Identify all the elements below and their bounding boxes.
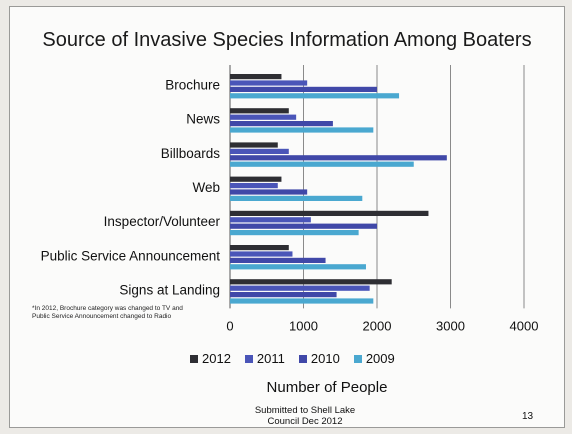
bar-2009-inspector-volunteer bbox=[230, 230, 359, 236]
bar-2012-news bbox=[230, 108, 289, 114]
bar-2010-billboards bbox=[230, 155, 447, 161]
bar-2010-web bbox=[230, 189, 308, 195]
category-label: Inspector/Volunteer bbox=[104, 214, 221, 229]
footer-line-1: Submitted to Shell Lake bbox=[254, 405, 356, 416]
bar-2011-web bbox=[230, 183, 278, 189]
legend-swatch bbox=[244, 354, 253, 363]
bar-2011-news bbox=[230, 114, 297, 120]
legend-swatch bbox=[298, 354, 307, 363]
legend-swatch bbox=[190, 354, 198, 363]
legend-item-2010: 2010 bbox=[298, 351, 340, 366]
category-label: Web bbox=[192, 180, 220, 195]
legend-item-2009: 2009 bbox=[353, 351, 395, 366]
legend-item-2011: 2011 bbox=[244, 351, 285, 366]
category-label: Brochure bbox=[165, 77, 220, 92]
category-label: News bbox=[186, 112, 220, 127]
bar-2010-brochure bbox=[230, 86, 377, 92]
x-tick-label: 2000 bbox=[363, 318, 392, 333]
category-label: Signs at Landing bbox=[119, 283, 220, 298]
bar-2012-inspector-volunteer bbox=[230, 210, 429, 216]
legend: 2012 2011 2010 2009 bbox=[190, 351, 395, 366]
footer-line-2: Council Dec 2012 bbox=[267, 416, 343, 427]
bar-2011-brochure bbox=[230, 80, 308, 86]
bar-2009-web bbox=[230, 195, 363, 201]
bar-2009-signs-at-landing bbox=[230, 298, 374, 304]
bar-2011-signs-at-landing bbox=[230, 285, 370, 291]
bar-2012-public-service-announcement bbox=[230, 245, 289, 251]
legend-label: 2009 bbox=[365, 351, 395, 366]
chart-title: Source of Invasive Species Information A… bbox=[42, 29, 532, 51]
bar-2012-brochure bbox=[230, 74, 282, 80]
legend-label: 2012 bbox=[202, 351, 231, 366]
x-axis-label: Number of People bbox=[266, 379, 388, 396]
bar-2010-public-service-announcement bbox=[230, 257, 326, 263]
bar-2012-web bbox=[230, 176, 282, 182]
bar-2010-signs-at-landing bbox=[230, 292, 337, 298]
legend-label: 2011 bbox=[256, 351, 285, 366]
bar-2009-brochure bbox=[230, 93, 400, 99]
bar-2011-billboards bbox=[230, 148, 289, 154]
slide: Source of Invasive Species Information A… bbox=[9, 6, 565, 428]
x-tick-label: 1000 bbox=[289, 318, 318, 333]
x-tick-label: 3000 bbox=[436, 318, 465, 333]
category-label: Public Service Announcement bbox=[41, 248, 221, 263]
x-tick-label: 0 bbox=[226, 318, 233, 333]
bar-2009-news bbox=[230, 127, 374, 133]
bar-2009-billboards bbox=[230, 161, 414, 167]
legend-label: 2010 bbox=[310, 351, 340, 366]
legend-item-2012: 2012 bbox=[190, 351, 231, 366]
bar-2010-news bbox=[230, 121, 333, 127]
footer-note: Submitted to Shell Lake Council Dec 2012 bbox=[210, 405, 400, 427]
bar-2010-inspector-volunteer bbox=[230, 223, 377, 229]
page-number: 13 bbox=[522, 411, 534, 422]
category-label: Billboards bbox=[161, 146, 221, 161]
footnote: *In 2012, Brochure category was changed … bbox=[32, 305, 183, 320]
bar-2011-public-service-announcement bbox=[230, 251, 293, 257]
bar-2012-billboards bbox=[230, 142, 278, 148]
legend-swatch bbox=[353, 354, 362, 363]
x-tick-label: 4000 bbox=[510, 318, 539, 333]
bar-2012-signs-at-landing bbox=[230, 279, 392, 285]
bar-2011-inspector-volunteer bbox=[230, 217, 311, 223]
bar-2009-public-service-announcement bbox=[230, 264, 366, 270]
bar-chart: Brochure News Billboards Web Inspector/Volun… bbox=[41, 65, 539, 333]
